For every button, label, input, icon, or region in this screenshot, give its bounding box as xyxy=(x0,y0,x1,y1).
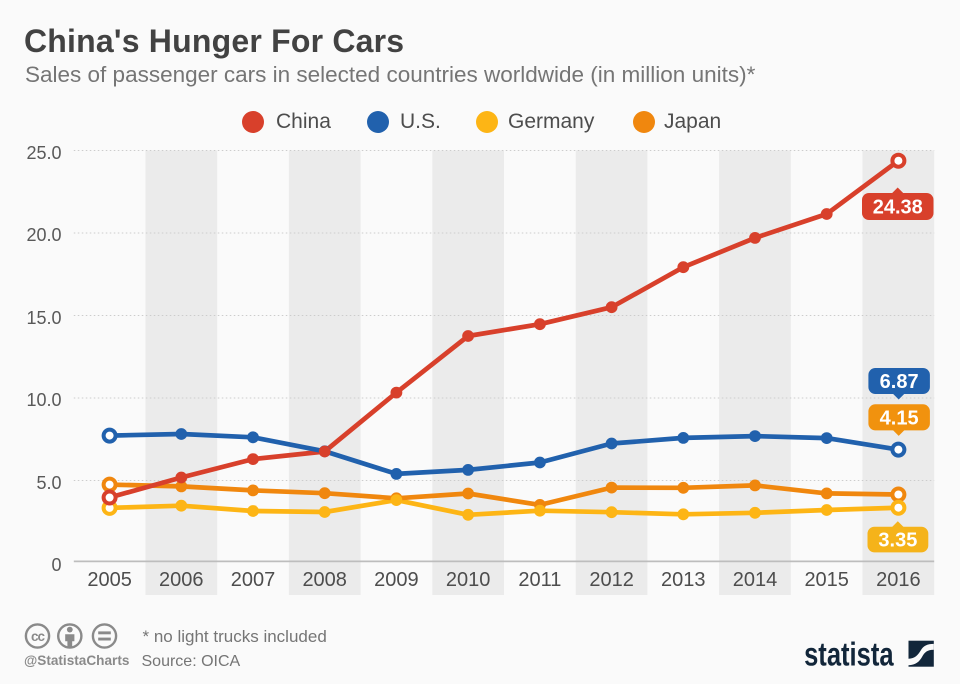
svg-text:6.87: 6.87 xyxy=(880,371,919,393)
svg-text:cc: cc xyxy=(31,629,46,644)
svg-text:statista: statista xyxy=(804,636,894,672)
svg-text:3.35: 3.35 xyxy=(878,530,917,552)
svg-text:4.15: 4.15 xyxy=(880,407,919,429)
svg-text:24.38: 24.38 xyxy=(873,197,923,219)
